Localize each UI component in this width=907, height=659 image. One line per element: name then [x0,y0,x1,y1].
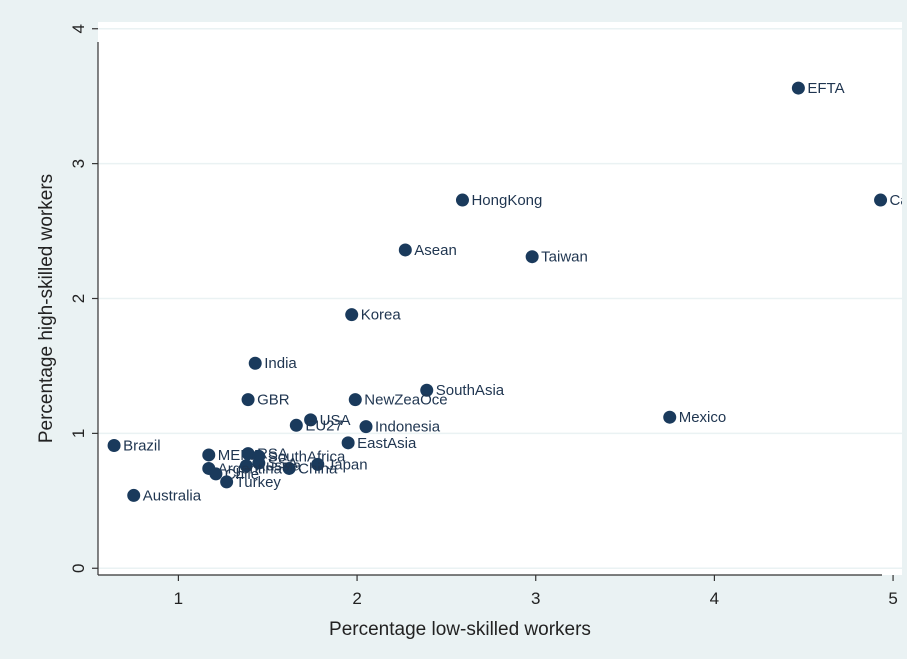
data-point-label: Asean [414,242,457,259]
data-point [359,420,373,434]
x-tick-label: 4 [710,589,719,608]
y-tick-label: 2 [69,294,88,303]
y-tick-label: 1 [69,429,88,438]
data-point [239,459,253,473]
gridlines [98,27,902,570]
data-point-label: SouthAsia [436,382,505,399]
data-point-label: China [298,460,338,477]
data-point [345,308,359,322]
data-point-label: EastAsia [357,435,417,452]
data-point [289,418,303,432]
data-point [241,447,255,461]
data-point [248,356,262,370]
data-point [107,439,121,453]
data-point [241,393,255,407]
data-point-label: Russia [255,458,302,475]
data-point-label: Korea [361,307,402,324]
y-tick-label: 0 [69,564,88,573]
data-points: EFTA Canada HongKong Asean Taiwan Korea India S… [107,80,907,504]
data-point [525,250,539,264]
y-axis-label: Percentage high-skilled workers [36,174,57,443]
data-point-label: Australia [143,487,202,504]
x-axis-label: Percentage low-skilled workers [329,619,591,640]
x-tick-label: 3 [531,589,540,608]
data-point [398,243,412,257]
data-point [304,413,318,427]
data-point-label: Japan [327,456,368,473]
data-point [220,475,234,489]
data-point-label: India [264,355,297,372]
data-point [341,436,355,450]
data-point [127,488,141,502]
data-point-label: SouthAfrica [268,448,346,465]
data-point-label: Canada [890,192,907,209]
data-point [311,457,325,471]
x-tick-label: 1 [174,589,183,608]
data-point [282,461,296,475]
data-point [202,448,216,462]
data-point-label: Argentina [218,460,283,477]
data-point [455,193,469,207]
data-point-label: Mexico [679,409,727,426]
data-point-label: HongKong [471,192,542,209]
data-point-label: EFTA [807,80,844,97]
x-tick-label: 5 [888,589,897,608]
data-point [209,467,223,481]
data-point [663,410,677,424]
data-point [791,81,805,95]
x-tick-label: 2 [352,589,361,608]
data-point-label: USA [320,412,351,429]
data-point-label: SSA [268,455,298,472]
data-point-label: Brazil [123,438,161,455]
y-tick-label: 4 [69,24,88,33]
data-point-label: Indonesia [375,419,441,436]
data-point-label: GBR [257,392,290,409]
data-point-label: EU27 [305,417,343,434]
y-tick-label: 3 [69,159,88,168]
data-point [420,383,434,397]
axes: 0 1 2 3 4 1 2 3 4 5 [69,24,898,608]
data-point-label: Turkey [236,474,282,491]
data-point [874,193,888,207]
data-point [252,456,266,470]
data-point-label: Taiwan [541,249,588,266]
data-point-label: NewZeaOce [364,392,447,409]
data-point-label: Chile [225,466,259,483]
data-point [348,393,362,407]
